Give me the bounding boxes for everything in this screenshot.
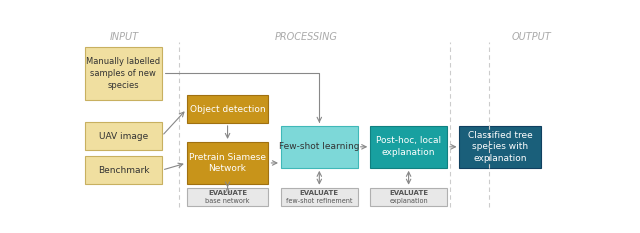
Text: EVALUATE: EVALUATE [389,190,428,196]
Text: Manually labelled
samples of new
species: Manually labelled samples of new species [86,57,161,89]
Text: explanation: explanation [389,198,428,204]
Text: INPUT: INPUT [110,32,140,42]
FancyBboxPatch shape [85,156,162,184]
Text: Pretrain Siamese
Network: Pretrain Siamese Network [189,153,266,173]
FancyBboxPatch shape [187,142,269,184]
FancyBboxPatch shape [85,122,162,150]
FancyBboxPatch shape [460,126,541,168]
FancyBboxPatch shape [281,126,358,168]
Text: Post-hoc, local
explanation: Post-hoc, local explanation [376,136,441,157]
Text: few-shot refinement: few-shot refinement [286,198,353,204]
Text: Few-shot learning: Few-shot learning [279,142,360,151]
FancyBboxPatch shape [187,95,269,123]
Text: Classified tree
species with
explanation: Classified tree species with explanation [468,130,532,163]
FancyBboxPatch shape [85,47,162,100]
Text: base network: base network [205,198,250,204]
Text: OUTPUT: OUTPUT [511,32,551,42]
Text: EVALUATE: EVALUATE [208,190,247,196]
FancyBboxPatch shape [370,188,447,206]
FancyBboxPatch shape [281,188,358,206]
Text: Object detection: Object detection [189,105,266,114]
Text: Benchmark: Benchmark [98,166,149,175]
FancyBboxPatch shape [370,126,447,168]
Text: UAV image: UAV image [99,132,148,140]
Text: PROCESSING: PROCESSING [275,32,337,42]
Text: EVALUATE: EVALUATE [300,190,339,196]
FancyBboxPatch shape [187,188,269,206]
